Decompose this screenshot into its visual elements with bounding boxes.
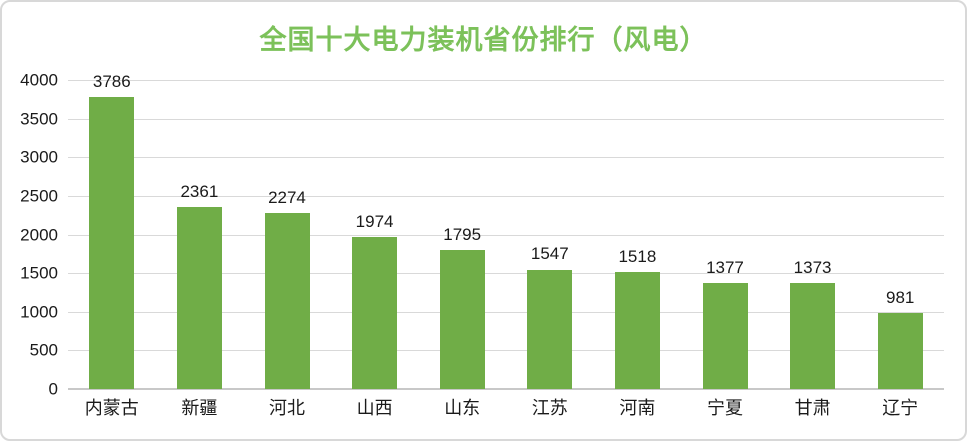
chart-title: 全国十大电力装机省份排行（风电） <box>259 25 708 55</box>
bar-value-label: 1373 <box>793 257 832 277</box>
bar-value-label: 1974 <box>355 211 394 231</box>
y-axis-tick-label: 1000 <box>20 302 58 322</box>
bar-value-label: 3786 <box>92 71 131 91</box>
gridline <box>68 234 944 236</box>
bar-value-label: 2274 <box>268 188 306 208</box>
bar-内蒙古 <box>89 96 135 389</box>
x-axis-category-label: 山东 <box>444 398 481 418</box>
bar-河南 <box>614 271 660 389</box>
bar-甘肃 <box>790 282 836 389</box>
x-axis-line <box>68 388 944 390</box>
x-axis-category-label: 甘肃 <box>794 398 831 418</box>
bar-河北 <box>264 213 310 389</box>
bar-宁夏 <box>702 282 748 389</box>
bar-辽宁 <box>877 313 923 389</box>
x-axis-category-label: 宁夏 <box>706 398 743 418</box>
bar-山西 <box>352 236 398 389</box>
y-axis-tick-label: 4000 <box>20 70 58 90</box>
gridline <box>68 311 944 313</box>
gridline <box>68 195 944 197</box>
gridline <box>68 350 944 352</box>
y-axis-tick-label: 3500 <box>20 109 58 129</box>
x-axis-category-label: 辽宁 <box>882 398 919 418</box>
gridline <box>68 118 944 120</box>
bar-value-label: 1518 <box>618 246 657 266</box>
bar-value-label: 1377 <box>706 257 744 277</box>
x-axis-category-label: 内蒙古 <box>84 398 139 418</box>
y-axis-tick-label: 3000 <box>20 147 58 167</box>
gridline <box>68 273 944 275</box>
bar-山东 <box>439 250 485 389</box>
bar-value-label: 981 <box>886 288 915 308</box>
y-axis-tick-label: 0 <box>48 379 58 399</box>
x-axis-category-label: 河南 <box>619 398 656 418</box>
x-axis-category-label: 山西 <box>356 398 393 418</box>
bar-新疆 <box>176 206 222 389</box>
y-axis-tick-label: 2500 <box>20 186 58 206</box>
x-axis-category-label: 江苏 <box>531 398 568 418</box>
gridline <box>68 157 944 159</box>
y-axis-tick-label: 500 <box>29 340 58 360</box>
gridline <box>68 80 944 81</box>
bar-江苏 <box>527 269 573 389</box>
bar-value-label: 1795 <box>443 225 482 245</box>
x-axis-category-label: 新疆 <box>181 398 218 418</box>
y-axis-tick-label: 2000 <box>20 225 58 244</box>
plot-area: 3786 2361 2274 1974 1795 1547 1518 1377 1373 981 <box>68 73 944 390</box>
x-axis-category-label: 河北 <box>268 398 305 418</box>
bar-value-label: 2361 <box>180 181 219 201</box>
y-axis-tick-label: 1500 <box>20 263 58 283</box>
bar-value-label: 1547 <box>530 244 569 264</box>
